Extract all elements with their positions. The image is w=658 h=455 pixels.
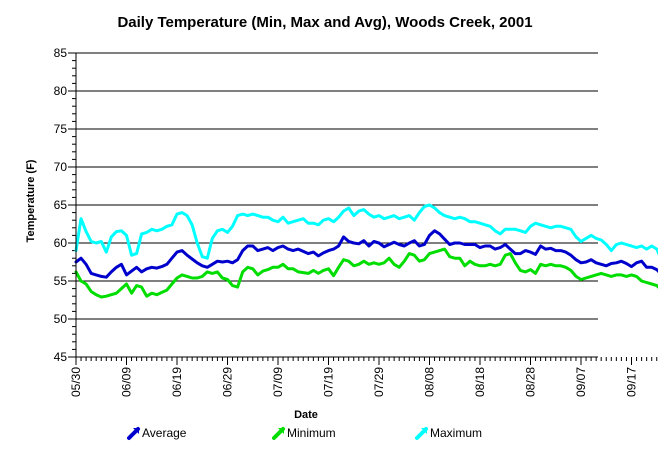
series-layer bbox=[74, 203, 658, 299]
x-tick-label-08-28: 08/28 bbox=[524, 367, 538, 397]
y-tick-label-80: 80 bbox=[54, 84, 68, 98]
legend-swatch-head bbox=[133, 428, 139, 434]
x-tick-label-07-09: 07/09 bbox=[271, 367, 285, 397]
y-tick-labels: 45 50 55 60 65 70 75 80 85 bbox=[54, 46, 68, 364]
legend-label: Average bbox=[142, 426, 187, 440]
series-line-average bbox=[74, 229, 658, 279]
x-tick-label-06-09: 06/09 bbox=[120, 367, 134, 397]
y-tick-label-45: 45 bbox=[54, 350, 68, 364]
x-tick-label-08-18: 08/18 bbox=[473, 367, 487, 397]
y-axis-title: Temperature (F) bbox=[25, 159, 37, 242]
x-tick-label-07-19: 07/19 bbox=[322, 367, 336, 397]
legend-label: Minimum bbox=[287, 426, 336, 440]
y-tick-label-70: 70 bbox=[54, 160, 68, 174]
legend: Average Minimum Maximum bbox=[127, 426, 482, 440]
legend-swatch-head bbox=[421, 428, 427, 434]
x-tick-label-06-19: 06/19 bbox=[170, 367, 184, 397]
x-tick-label-08-08: 08/08 bbox=[423, 367, 437, 397]
series-line-minimum bbox=[74, 247, 658, 299]
legend-swatch-head bbox=[278, 428, 284, 434]
x-tick-label-05-30: 05/30 bbox=[69, 367, 83, 397]
grid-lines bbox=[76, 52, 598, 320]
x-tick-labels: 05/30 06/09 06/19 06/29 07/09 07/19 07/29 08/08… bbox=[69, 367, 639, 397]
x-axis-title: Date bbox=[294, 409, 318, 421]
x-tick-label-07-29: 07/29 bbox=[372, 367, 386, 397]
x-tick-label-09-07: 09/07 bbox=[574, 367, 588, 397]
legend-item-average: Average bbox=[127, 426, 187, 440]
y-tick-label-50: 50 bbox=[54, 312, 68, 326]
chart-title: Daily Temperature (Min, Max and Avg), Wo… bbox=[117, 14, 532, 31]
y-tick-label-75: 75 bbox=[54, 122, 68, 136]
y-tick-label-85: 85 bbox=[54, 46, 68, 60]
axes bbox=[75, 53, 598, 358]
legend-item-minimum: Minimum bbox=[272, 426, 336, 440]
x-tick-label-06-29: 06/29 bbox=[221, 367, 235, 397]
x-tick-label-09-17: 09/17 bbox=[625, 367, 639, 397]
legend-item-maximum: Maximum bbox=[415, 426, 482, 440]
series-line-maximum bbox=[74, 203, 658, 260]
y-tick-label-60: 60 bbox=[54, 236, 68, 250]
y-tick-label-55: 55 bbox=[54, 274, 68, 288]
legend-label: Maximum bbox=[430, 426, 482, 440]
y-tick-label-65: 65 bbox=[54, 198, 68, 212]
